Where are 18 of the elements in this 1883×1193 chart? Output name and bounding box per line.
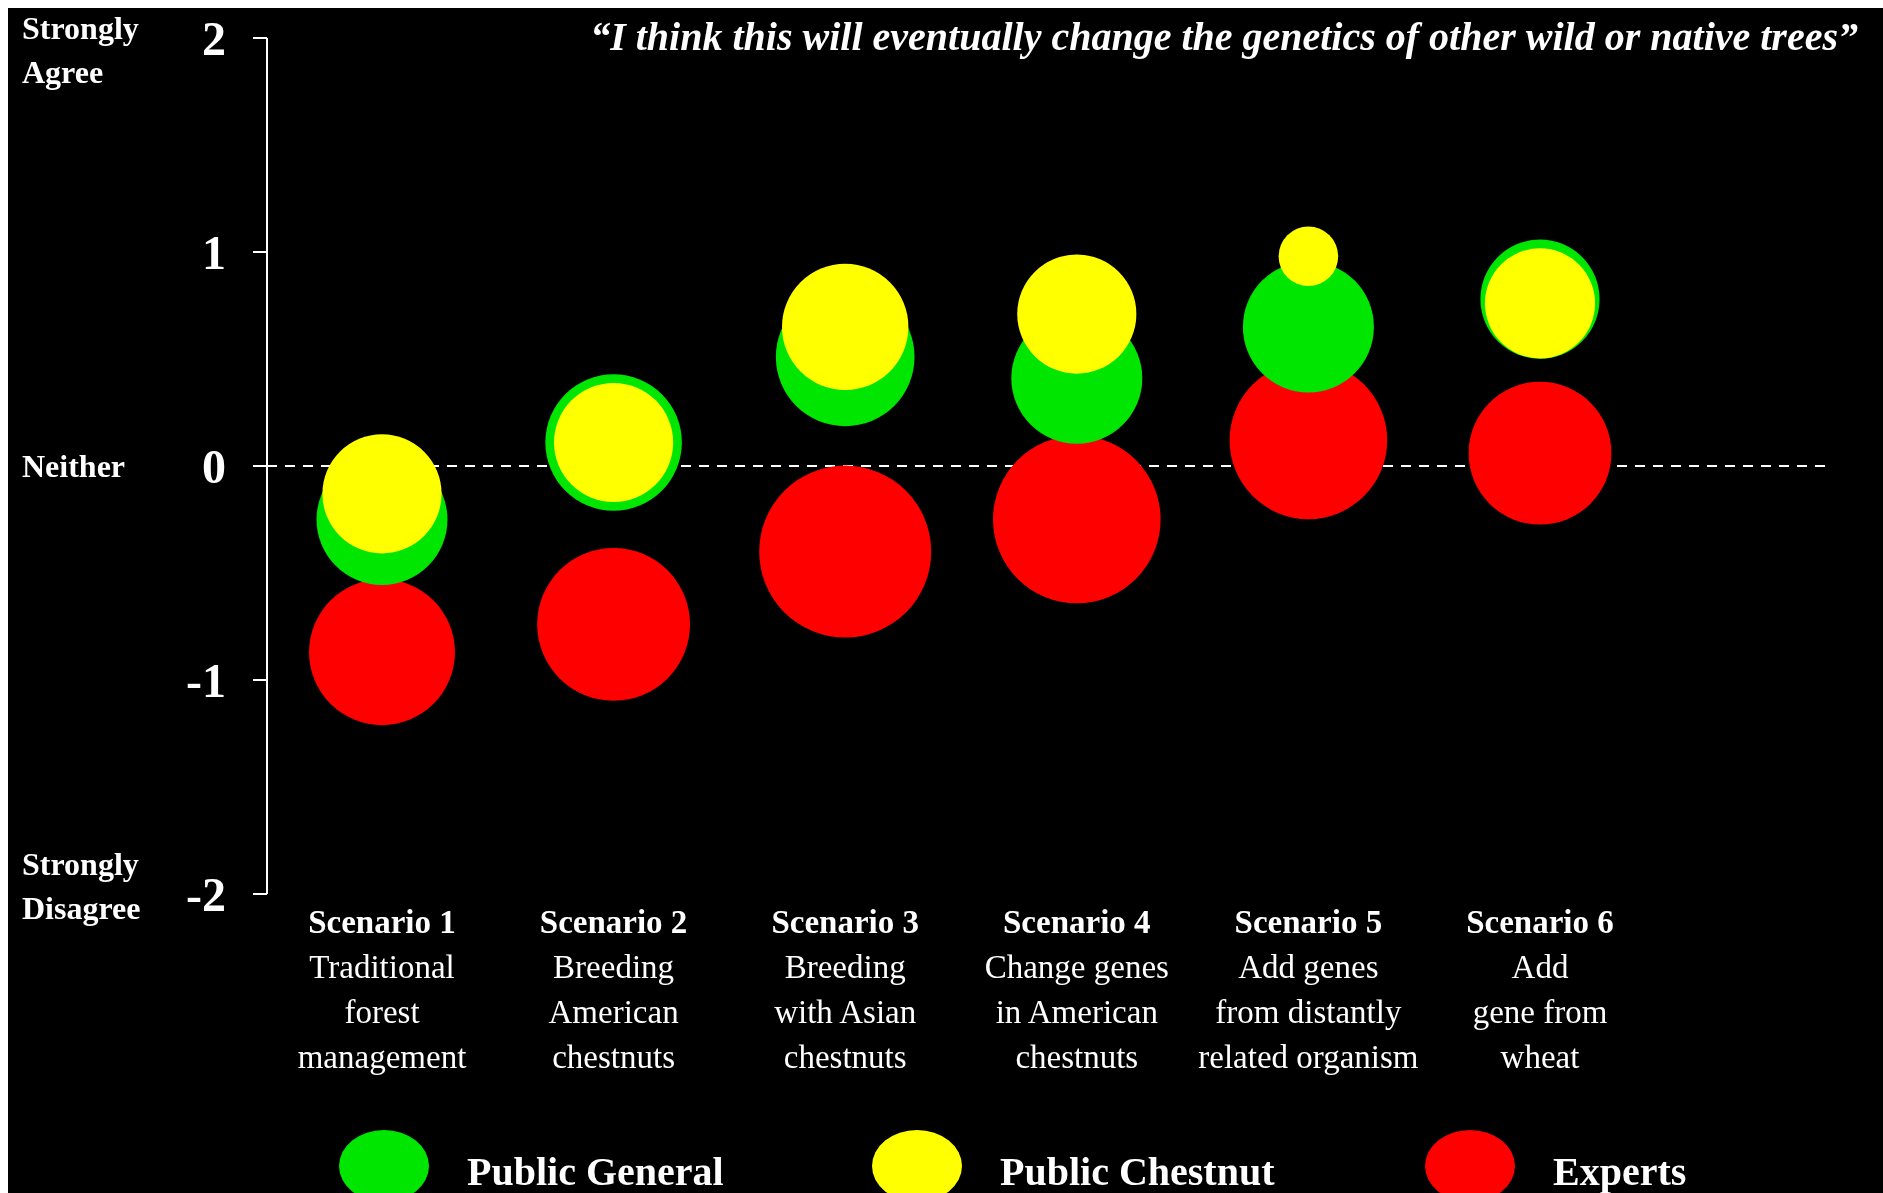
x-tick-label: Scenario 4 Change genes in American chestnuts xyxy=(984,904,1169,1075)
text: Neither xyxy=(22,448,126,485)
legend-label: Experts xyxy=(1553,1149,1687,1193)
y-tick-label: 2 xyxy=(202,11,226,65)
legend-label: Public Chestnut xyxy=(1000,1149,1276,1193)
x-tick-label: Scenario 5 Add genes from distantly related organism xyxy=(1198,904,1419,1075)
x-tick-label: Scenario 3 Breeding with Asian chestnuts xyxy=(771,904,919,1075)
x-tick-label: Scenario 6 Add gene from wheat xyxy=(1466,904,1614,1075)
y-tick-label: -1 xyxy=(186,653,226,707)
x-tick-label: Scenario 1 Traditional forest management xyxy=(297,904,467,1075)
y-tick-label: -2 xyxy=(186,867,226,921)
text: Strongly Disagree xyxy=(22,846,141,927)
legend-label: Public General xyxy=(467,1149,724,1193)
chart-title: “I think this will eventually change the genetics of other wild or native trees” xyxy=(590,14,1858,59)
text: Strongly Agree xyxy=(22,10,139,91)
y-tick-label: 1 xyxy=(202,225,226,279)
y-tick-label: 0 xyxy=(202,439,226,493)
x-tick-label: Scenario 2 Breeding American chestnuts xyxy=(539,904,688,1075)
